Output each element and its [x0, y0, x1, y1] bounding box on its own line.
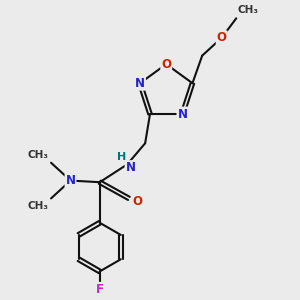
- Text: H: H: [117, 152, 126, 162]
- Text: O: O: [132, 195, 142, 208]
- Text: CH₃: CH₃: [27, 150, 48, 160]
- Text: CH₃: CH₃: [27, 201, 48, 211]
- Text: O: O: [161, 58, 171, 71]
- Text: N: N: [125, 161, 136, 174]
- Text: O: O: [217, 31, 227, 44]
- Text: CH₃: CH₃: [238, 5, 259, 15]
- Text: N: N: [135, 77, 145, 90]
- Text: N: N: [177, 108, 188, 121]
- Text: F: F: [96, 283, 104, 296]
- Text: N: N: [65, 174, 76, 187]
